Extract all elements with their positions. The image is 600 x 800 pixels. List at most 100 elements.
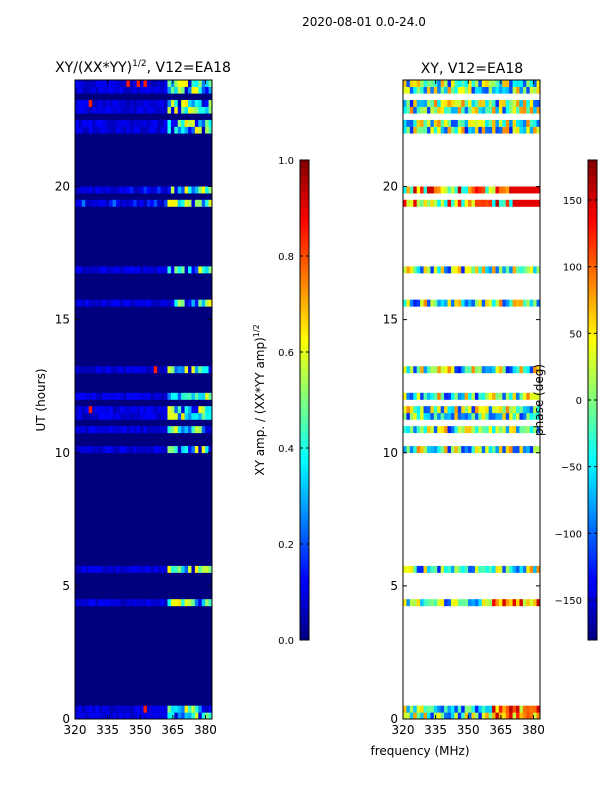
phase-heatmap-cell — [509, 106, 514, 114]
amplitude-heatmap-cell — [102, 599, 107, 607]
phase-heatmap-cell — [481, 406, 486, 414]
amplitude-colorbar-step — [300, 168, 309, 173]
phase-colorbar-step — [588, 164, 597, 169]
phase-heatmap-cell — [478, 412, 483, 420]
phase-heatmap-cell — [478, 599, 483, 607]
phase-heatmap-cell — [536, 186, 541, 194]
amplitude-heatmap-cell — [136, 86, 141, 94]
phase-heatmap-cell — [423, 446, 428, 454]
phase-heatmap-cell — [488, 80, 493, 87]
phase-heatmap-cell — [492, 366, 496, 374]
amplitude-heatmap-cell — [205, 705, 210, 713]
phase-heatmap-cell — [420, 366, 425, 374]
phase-heatmap-cell — [423, 119, 428, 127]
amplitude-heatmap-cell — [188, 705, 192, 713]
amplitude-colorbar-step — [300, 328, 309, 333]
phase-heatmap-cell — [474, 406, 479, 414]
amplitude-heatmap-cell — [140, 199, 144, 207]
phase-heatmap-cell — [505, 426, 510, 434]
amplitude-heatmap-cell — [88, 266, 93, 274]
phase-heatmap-cell — [409, 299, 414, 307]
amplitude-heatmap-cell — [126, 80, 131, 87]
amplitude-heatmap-cell — [174, 299, 179, 307]
amplitude-heatmap-cell — [75, 106, 79, 114]
phase-heatmap-cell — [509, 599, 514, 607]
phase-heatmap-cell — [468, 406, 472, 414]
phase-heatmap-cell — [509, 392, 514, 400]
amplitude-heatmap-cell — [188, 366, 192, 374]
phase-heatmap-cell — [420, 80, 425, 87]
amplitude-heatmap-cell — [184, 565, 189, 573]
phase-x-tick-label: 335 — [424, 723, 447, 737]
phase-heatmap-cell — [516, 80, 520, 87]
phase-heatmap-cell — [447, 446, 452, 454]
amplitude-heatmap-cell — [188, 99, 192, 107]
amplitude-colorbar-step — [300, 616, 309, 621]
phase-heatmap-cell — [522, 705, 527, 713]
phase-heatmap-cell — [450, 705, 455, 713]
amplitude-heatmap-cell — [181, 412, 186, 420]
amplitude-heatmap-cell — [194, 392, 199, 400]
amplitude-heatmap-cell — [116, 126, 121, 134]
phase-heatmap-cell — [533, 565, 538, 573]
phase-heatmap-cell — [444, 266, 449, 274]
phase-heatmap-cell — [403, 80, 407, 87]
phase-heatmap-cell — [485, 599, 490, 607]
amplitude-heatmap-cell — [102, 80, 107, 87]
phase-heatmap-cell — [464, 705, 469, 713]
amplitude-heatmap-cell — [157, 446, 162, 454]
phase-heatmap-cell — [444, 119, 449, 127]
amplitude-heatmap-cell — [177, 426, 182, 434]
phase-heatmap-cell — [505, 705, 510, 713]
phase-colorbar-step — [588, 360, 597, 365]
phase-colorbar-step — [588, 216, 597, 221]
phase-heatmap-cell — [457, 705, 462, 713]
amplitude-heatmap-cell — [184, 99, 189, 107]
amplitude-heatmap-cell — [191, 565, 196, 573]
phase-heatmap-cell — [430, 99, 435, 107]
phase-heatmap-cell — [447, 412, 452, 420]
amplitude-heatmap-cell — [194, 412, 199, 420]
amplitude-heatmap-cell — [164, 119, 168, 127]
phase-heatmap-cell — [495, 705, 500, 713]
phase-heatmap-cell — [454, 266, 459, 274]
phase-heatmap-cell — [426, 106, 431, 114]
phase-heatmap-cell — [512, 599, 517, 607]
phase-colorbar-step — [588, 280, 597, 285]
phase-heatmap-cell — [457, 186, 462, 194]
amplitude-heatmap-cell — [129, 366, 134, 374]
phase-heatmap-cell — [416, 712, 421, 720]
phase-heatmap-cell — [450, 119, 455, 127]
phase-heatmap-cell — [485, 299, 490, 307]
phase-heatmap-cell — [481, 99, 486, 107]
amplitude-heatmap-cell — [164, 705, 168, 713]
phase-heatmap-cell — [426, 99, 431, 107]
amplitude-heatmap-cell — [208, 299, 213, 307]
amplitude-y-tick-label: 20 — [55, 180, 70, 194]
amplitude-heatmap-cell — [88, 412, 93, 420]
amplitude-heatmap-cell — [191, 119, 196, 127]
phase-heatmap-cell — [444, 99, 449, 107]
amplitude-heatmap-cell — [109, 86, 114, 94]
phase-heatmap-cell — [423, 266, 428, 274]
phase-heatmap-cell — [488, 299, 493, 307]
phase-y-tick-label: 5 — [390, 579, 398, 593]
phase-heatmap-cell — [406, 565, 411, 573]
amplitude-heatmap-cell — [112, 366, 117, 374]
phase-colorbar-step — [588, 208, 597, 213]
phase-heatmap-cell — [413, 119, 418, 127]
amplitude-heatmap-cell — [75, 126, 79, 134]
phase-heatmap-cell — [423, 392, 428, 400]
phase-heatmap-cell — [426, 266, 431, 274]
phase-heatmap-cell — [522, 426, 527, 434]
phase-heatmap-cell — [492, 712, 496, 720]
phase-heatmap-cell — [413, 80, 418, 87]
amplitude-colorbar-step — [300, 492, 309, 497]
amplitude-colorbar-step — [300, 316, 309, 321]
phase-heatmap-cell — [519, 80, 524, 87]
phase-heatmap-cell — [450, 99, 455, 107]
amplitude-heatmap-cell — [102, 186, 107, 194]
phase-heatmap-cell — [509, 199, 514, 207]
phase-heatmap-cell — [488, 406, 493, 414]
